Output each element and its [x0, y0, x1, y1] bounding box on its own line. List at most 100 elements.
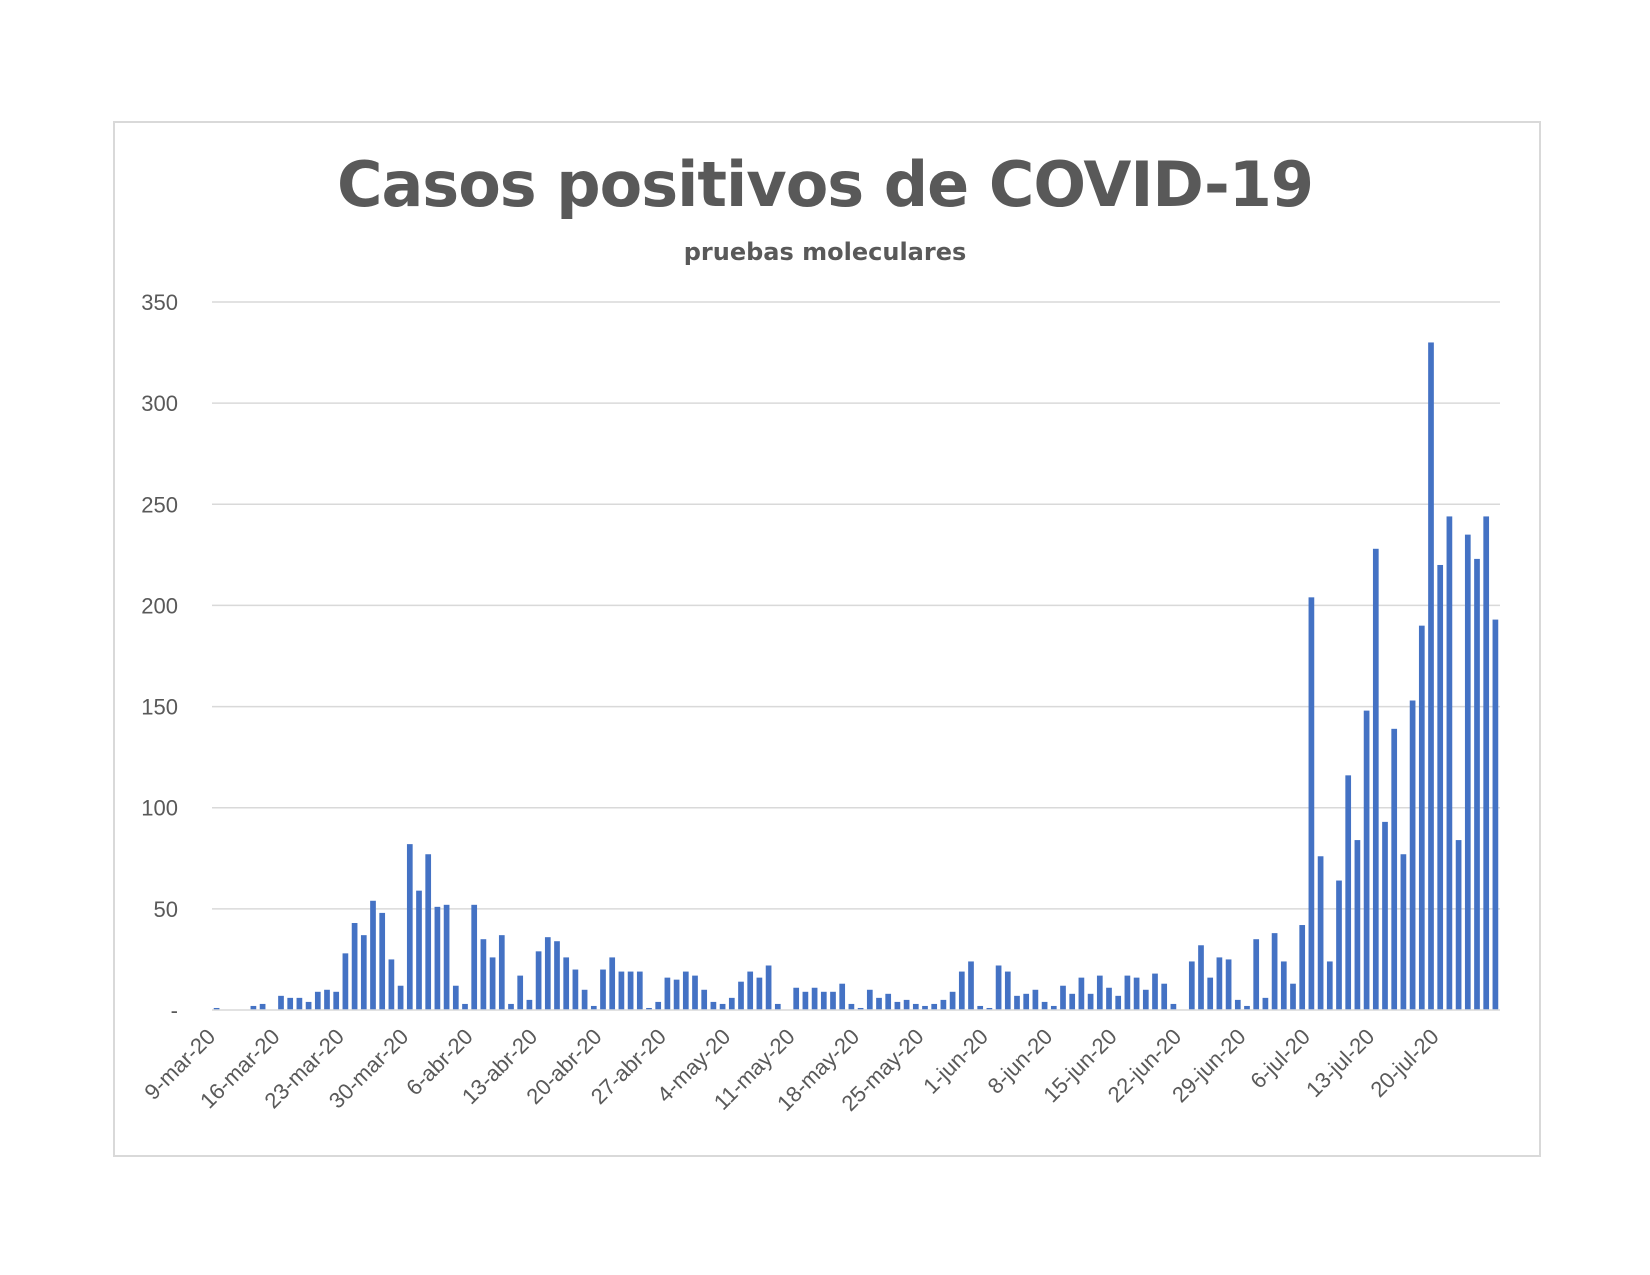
bar	[618, 971, 625, 1010]
y-tick-label: 300	[141, 391, 178, 416]
bar	[278, 995, 284, 1010]
bar	[489, 957, 496, 1010]
bar	[1354, 840, 1361, 1010]
bar	[802, 991, 809, 1010]
bar	[682, 971, 689, 1010]
bar	[995, 965, 1002, 1010]
bar	[462, 1003, 468, 1010]
bar	[1004, 971, 1011, 1010]
bar	[452, 985, 459, 1010]
bar	[1299, 925, 1306, 1010]
bar	[912, 1003, 919, 1010]
bar	[876, 997, 882, 1010]
bar	[360, 935, 367, 1010]
bar	[1124, 975, 1131, 1010]
bar	[894, 1001, 901, 1010]
bar	[958, 971, 965, 1010]
bar	[655, 1001, 662, 1010]
bar	[508, 1003, 514, 1010]
bar	[1409, 700, 1416, 1010]
bar	[388, 959, 395, 1010]
bar	[544, 937, 551, 1010]
bar	[1253, 939, 1260, 1010]
bar	[425, 854, 432, 1010]
bar	[636, 971, 643, 1010]
bar	[710, 1001, 717, 1010]
bar	[1234, 999, 1241, 1010]
bar	[1244, 1005, 1250, 1010]
bar	[1271, 933, 1278, 1010]
bar	[342, 953, 349, 1010]
y-tick-label: 350	[141, 290, 178, 315]
bar	[811, 987, 818, 1010]
bar	[986, 1007, 993, 1010]
bar	[701, 989, 708, 1010]
bar	[1391, 728, 1398, 1010]
bar	[1474, 558, 1480, 1010]
y-axis-tick-labels: - 50 100 150 200 250 300 350	[141, 290, 178, 1023]
bar	[848, 1003, 855, 1010]
bar	[977, 1005, 984, 1010]
bar	[1363, 710, 1370, 1010]
bar	[820, 991, 827, 1010]
bar	[259, 1003, 266, 1010]
bar	[1262, 997, 1269, 1010]
bar	[1188, 961, 1195, 1010]
bar	[1400, 854, 1407, 1010]
bar	[1096, 975, 1103, 1010]
bar	[1225, 959, 1232, 1010]
bar	[406, 844, 413, 1010]
x-tick-label: 1-jun-20	[918, 1024, 993, 1099]
bar	[1069, 993, 1076, 1010]
bar	[213, 1007, 220, 1010]
bar	[517, 975, 524, 1010]
bar	[922, 1005, 928, 1010]
x-tick-label: 20-jul-20	[1366, 1024, 1444, 1102]
bar	[1170, 1003, 1177, 1010]
bar	[1382, 821, 1388, 1010]
bar	[774, 1003, 781, 1010]
bar	[351, 923, 358, 1010]
bar	[857, 1007, 864, 1010]
bar	[1455, 840, 1462, 1010]
bar	[572, 969, 579, 1010]
bar	[1372, 548, 1379, 1010]
bar	[903, 999, 910, 1010]
bar	[830, 991, 836, 1010]
bar	[738, 981, 744, 1010]
bar	[1152, 973, 1158, 1010]
bar	[1161, 983, 1168, 1010]
bar	[1345, 775, 1352, 1010]
bar	[1290, 983, 1296, 1010]
bar	[305, 1001, 312, 1010]
bar	[1078, 977, 1085, 1010]
bar	[526, 999, 533, 1010]
bar	[1326, 961, 1333, 1010]
bar	[397, 985, 404, 1010]
bar	[287, 997, 294, 1010]
bar	[1198, 945, 1204, 1010]
bar	[498, 935, 505, 1010]
bar	[1446, 516, 1453, 1010]
bar	[1060, 985, 1066, 1010]
bar	[1087, 993, 1094, 1010]
x-axis-tick-labels: 9-mar-2016-mar-2023-mar-2030-mar-206-abr…	[139, 1024, 1443, 1116]
bar	[250, 1005, 257, 1010]
bar	[563, 957, 570, 1010]
bar	[333, 991, 340, 1010]
bar	[673, 979, 680, 1010]
bar	[1483, 516, 1490, 1010]
bar	[434, 906, 441, 1010]
bar	[1142, 989, 1149, 1010]
bar	[1336, 880, 1342, 1010]
bar	[664, 977, 671, 1010]
bar	[471, 904, 478, 1010]
bar	[949, 991, 956, 1010]
bar	[931, 1003, 938, 1010]
bar	[793, 987, 800, 1010]
bar	[692, 975, 698, 1010]
bar	[1308, 597, 1315, 1010]
bar	[1464, 534, 1471, 1010]
gridlines	[212, 301, 1500, 910]
